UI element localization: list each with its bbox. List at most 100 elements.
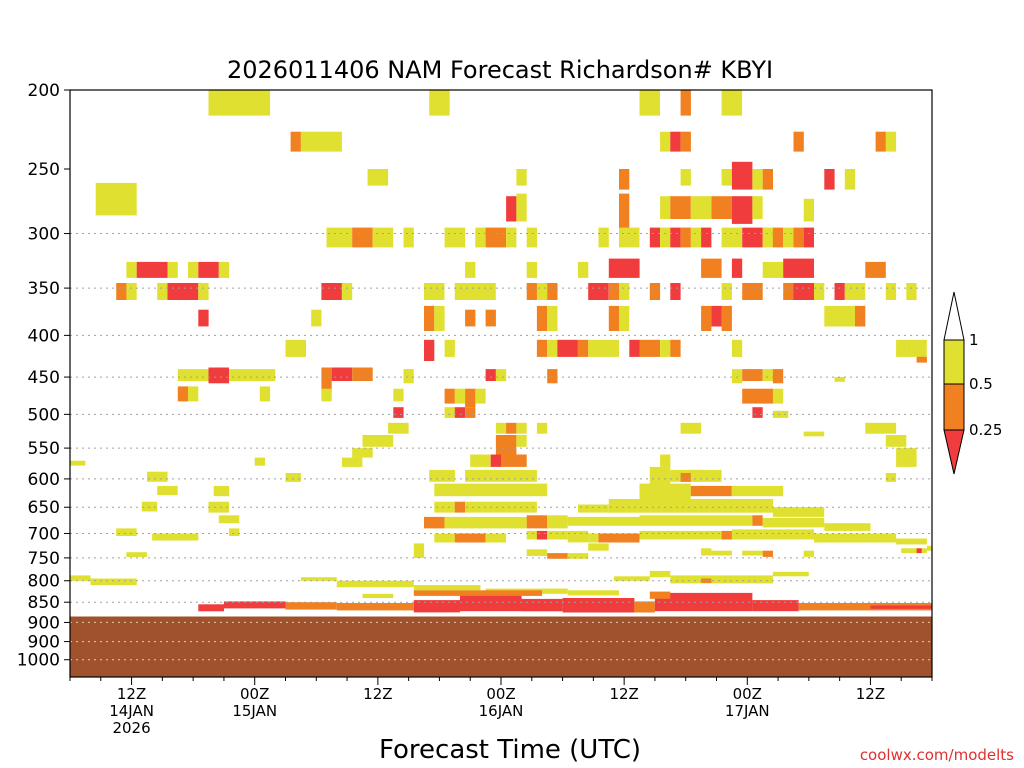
ri-cell-yellow xyxy=(229,369,276,381)
ri-cell-yellow xyxy=(536,422,548,434)
ri-cell-yellow xyxy=(906,283,917,300)
x-tick-label: 16JAN xyxy=(479,702,524,720)
ri-cell-orange xyxy=(321,367,332,393)
ri-cell-red xyxy=(393,407,404,418)
ri-cell-orange xyxy=(608,283,620,300)
ri-cell-red xyxy=(793,283,814,300)
ri-cell-yellow xyxy=(680,169,691,186)
ri-cell-yellow xyxy=(885,283,897,300)
ri-cell-yellow xyxy=(188,261,199,278)
ri-cell-yellow xyxy=(567,590,619,596)
ri-cell-yellow xyxy=(885,435,907,447)
ri-cell-orange xyxy=(680,90,691,116)
y-tick-label: 900 xyxy=(28,633,60,653)
x-tick-label: 00Z xyxy=(240,685,269,703)
ri-cell-orange xyxy=(772,227,784,248)
ri-cell-yellow xyxy=(259,386,271,402)
ri-cell-orange xyxy=(772,369,784,384)
ri-cell-red xyxy=(752,600,799,612)
ri-cell-orange xyxy=(793,131,804,152)
ri-cell-orange xyxy=(670,339,681,357)
ri-cell-yellow xyxy=(454,388,466,404)
ri-cell-yellow xyxy=(772,388,784,404)
ri-cell-red xyxy=(208,367,229,384)
x-axis-label: Forecast Time (UTC) xyxy=(379,735,641,765)
ri-cell-orange xyxy=(742,388,773,404)
ri-cell-yellow xyxy=(470,454,491,467)
ri-cell-yellow xyxy=(208,90,271,116)
ri-cell-yellow xyxy=(721,283,732,300)
y-tick-label: 200 xyxy=(28,81,60,101)
ri-cell-yellow xyxy=(526,261,537,278)
ri-cell-yellow xyxy=(177,369,209,381)
ri-cell-yellow xyxy=(444,516,527,529)
ri-cell-orange xyxy=(608,305,620,331)
ri-cell-orange xyxy=(916,356,927,363)
ri-cell-orange xyxy=(536,305,548,331)
ri-cell-red xyxy=(670,131,681,152)
ri-cell-orange xyxy=(547,553,568,559)
ri-cell-yellow xyxy=(772,507,825,517)
x-tick-label: 12Z xyxy=(856,685,885,703)
ri-cell-orange xyxy=(619,193,630,234)
ri-cell-yellow xyxy=(444,339,455,357)
ri-cell-red xyxy=(608,258,640,278)
ri-cell-yellow xyxy=(321,388,332,402)
ri-cell-yellow xyxy=(803,198,814,222)
ri-cell-yellow xyxy=(475,227,486,248)
ri-cell-yellow xyxy=(90,578,137,586)
ri-cell-yellow xyxy=(690,196,712,219)
ri-cell-yellow xyxy=(824,305,856,327)
ri-cell-yellow xyxy=(885,131,897,152)
ri-cell-yellow xyxy=(731,339,743,357)
ri-cell-yellow xyxy=(772,571,809,577)
ri-cell-yellow xyxy=(526,549,548,556)
y-tick-label: 800 xyxy=(28,572,60,592)
color-legend: 1 0.5 0.25 xyxy=(943,291,1002,475)
ri-cell-red xyxy=(731,258,743,278)
ri-cell-orange xyxy=(454,533,486,543)
ri-cell-red xyxy=(588,283,609,300)
ri-cell-yellow xyxy=(639,483,691,499)
ri-cell-yellow xyxy=(649,570,671,578)
ri-cell-orange xyxy=(742,283,763,300)
ri-cell-orange xyxy=(495,435,517,455)
ri-cell-yellow xyxy=(639,515,753,526)
ri-cell-red xyxy=(136,261,168,278)
ri-cell-yellow xyxy=(670,575,773,584)
ri-cell-red xyxy=(711,305,722,327)
ri-cell-red xyxy=(557,339,578,357)
ri-cell-yellow xyxy=(218,515,240,524)
ri-cell-yellow xyxy=(367,169,389,186)
ri-cell-yellow xyxy=(372,227,394,248)
ri-cell-orange xyxy=(639,339,660,357)
ri-cell-orange xyxy=(352,227,373,248)
ri-cell-red xyxy=(454,407,466,418)
ri-cell-orange xyxy=(721,530,732,540)
ri-cell-orange xyxy=(547,369,558,384)
legend-under-triangle xyxy=(943,429,965,475)
ri-cell-orange xyxy=(465,407,476,418)
y-tick-label: 750 xyxy=(28,549,60,569)
ri-cell-yellow xyxy=(70,575,91,581)
ri-cell-orange xyxy=(798,603,932,611)
ri-cell-red xyxy=(424,339,435,361)
plot-area xyxy=(69,89,933,678)
ri-cell-yellow xyxy=(516,169,527,186)
ri-cell-orange xyxy=(701,305,712,331)
ri-cell-red xyxy=(824,169,835,190)
chart-title: 2026011406 NAM Forecast Richardson# KBYI xyxy=(227,56,773,84)
ri-cell-yellow xyxy=(157,283,168,300)
credit-label: coolwx.com/modelts xyxy=(860,746,1014,764)
ri-cell-yellow xyxy=(762,518,825,528)
x-tick-label: 12Z xyxy=(609,685,638,703)
ri-cell-orange xyxy=(701,258,722,278)
ri-cell-orange xyxy=(116,283,127,300)
ri-cell-yellow xyxy=(465,469,537,482)
ri-cell-yellow xyxy=(326,227,353,248)
y-tick-label: 450 xyxy=(28,368,60,388)
ri-cell-yellow xyxy=(362,593,394,598)
ri-cell-red xyxy=(506,196,517,222)
ri-cell-orange xyxy=(783,283,794,300)
